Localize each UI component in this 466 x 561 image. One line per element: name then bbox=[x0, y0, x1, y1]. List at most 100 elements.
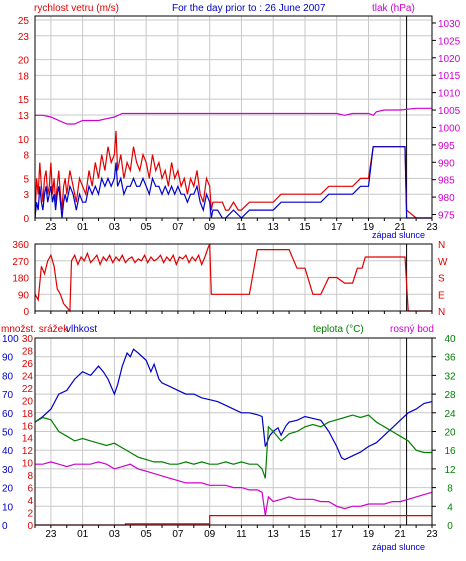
humidity-tick-label: 100 bbox=[2, 334, 19, 345]
humidity-temperature-panel: 0102030405060708090100024681012141618202… bbox=[2, 334, 456, 540]
x-tick-label: 05 bbox=[141, 222, 153, 233]
temperature-tick-label: 36 bbox=[444, 353, 456, 364]
chart-title: For the day prior to : 26 June 2007 bbox=[172, 3, 326, 14]
direction-label: E bbox=[438, 290, 445, 301]
precip-tick-label: 22 bbox=[22, 384, 34, 395]
humidity-tick-label: 0 bbox=[2, 521, 8, 532]
temperature-tick-label: 24 bbox=[444, 409, 456, 420]
y-right-tick-label: 975 bbox=[438, 211, 455, 222]
humidity-tick-label: 70 bbox=[2, 390, 14, 401]
x-tick-label: 23 bbox=[426, 222, 438, 233]
precip-tick-label: 6 bbox=[27, 484, 33, 495]
x-tick-label: 01 bbox=[77, 222, 89, 233]
y-right-tick-label: 1015 bbox=[438, 71, 461, 82]
x-tick-label: 21 bbox=[395, 529, 407, 540]
precip-tick-label: 16 bbox=[22, 421, 34, 432]
y-tick-label: 13 bbox=[18, 111, 30, 122]
series-line-wind-direction bbox=[34, 243, 432, 313]
y-tick-label: 25 bbox=[18, 16, 30, 27]
pressure-axis-title: tlak (hPa) bbox=[372, 3, 415, 14]
precip-tick-label: 12 bbox=[22, 446, 34, 457]
temperature-tick-label: 4 bbox=[447, 502, 453, 513]
y-tick-label: 3 bbox=[23, 190, 29, 201]
y-tick-label: 15 bbox=[18, 95, 30, 106]
x-tick-label: 19 bbox=[363, 222, 375, 233]
y-tick-label: 90 bbox=[18, 290, 30, 301]
x-tick-label: 05 bbox=[141, 529, 153, 540]
precip-tick-label: 24 bbox=[22, 371, 34, 382]
x-tick-label: 23 bbox=[45, 529, 57, 540]
x-tick-label: 07 bbox=[172, 222, 184, 233]
x-tick-label: 11 bbox=[236, 222, 247, 233]
series-line-rychlost-větru bbox=[34, 146, 432, 219]
precip-tick-label: 10 bbox=[22, 459, 34, 470]
dewpoint-axis-title: rosný bod bbox=[390, 324, 434, 335]
series-line-nárazy-větru bbox=[34, 130, 432, 219]
y-right-tick-label: 980 bbox=[438, 193, 455, 204]
precip-tick-label: 14 bbox=[22, 434, 34, 445]
y-right-tick-label: 1000 bbox=[438, 123, 461, 134]
temperature-tick-label: 20 bbox=[444, 428, 456, 439]
precip-tick-label: 28 bbox=[22, 346, 34, 357]
precip-axis-title: množst. srážek bbox=[1, 324, 69, 335]
y-right-tick-label: 990 bbox=[438, 158, 455, 169]
humidity-tick-label: 80 bbox=[2, 371, 14, 382]
temperature-tick-label: 40 bbox=[444, 334, 456, 345]
humidity-axis-title: vlhkost bbox=[66, 324, 97, 335]
plot-border bbox=[34, 15, 433, 219]
y-right-tick-label: 1010 bbox=[438, 89, 461, 100]
x-tick-label: 09 bbox=[204, 222, 216, 233]
y-right-tick-label: 985 bbox=[438, 176, 455, 187]
y-tick-label: 8 bbox=[23, 151, 29, 162]
y-right-tick-label: 1005 bbox=[438, 106, 461, 117]
wind-direction-panel: 0 N 90 E 180 S 270 W 360 N bbox=[12, 240, 448, 318]
precip-tick-label: 18 bbox=[22, 409, 34, 420]
x-tick-label: 03 bbox=[109, 529, 121, 540]
x-tick-label: 19 bbox=[363, 529, 375, 540]
wind-axis-title: rychlost vetru (m/s) bbox=[34, 3, 119, 14]
x-tick-label: 11 bbox=[236, 529, 247, 540]
series-line-rosný-bod bbox=[35, 461, 433, 516]
y-tick-label: 18 bbox=[18, 71, 30, 82]
y-tick-label: 360 bbox=[12, 240, 29, 251]
humidity-tick-label: 30 bbox=[2, 465, 14, 476]
precip-tick-label: 8 bbox=[27, 471, 33, 482]
y-tick-label: 0 bbox=[23, 307, 29, 318]
plot-border bbox=[34, 243, 433, 312]
y-tick-label: 180 bbox=[12, 274, 29, 285]
humidity-tick-label: 20 bbox=[2, 484, 14, 495]
x-tick-label: 03 bbox=[109, 222, 121, 233]
temperature-tick-label: 8 bbox=[447, 484, 453, 495]
plot-frame bbox=[34, 15, 433, 219]
direction-label: N bbox=[438, 240, 445, 251]
series-line-tlak bbox=[35, 107, 432, 125]
y-tick-label: 0 bbox=[23, 214, 29, 225]
y-right-tick-label: 995 bbox=[438, 141, 455, 152]
x-tick-label: 17 bbox=[331, 222, 343, 233]
humidity-tick-label: 60 bbox=[2, 409, 14, 420]
y-right-tick-label: 1030 bbox=[438, 19, 461, 30]
y-tick-label: 20 bbox=[18, 56, 30, 67]
x-tick-label: 15 bbox=[299, 529, 311, 540]
temperature-axis-title: teplota (°C) bbox=[313, 324, 364, 335]
precip-tick-label: 26 bbox=[22, 359, 34, 370]
precip-tick-label: 0 bbox=[27, 521, 33, 532]
temperature-tick-label: 28 bbox=[444, 390, 456, 401]
precip-tick-label: 30 bbox=[22, 334, 34, 345]
sunset-label-bottom: západ slunce bbox=[372, 542, 425, 552]
y-tick-label: 23 bbox=[18, 32, 30, 43]
y-right-tick-label: 1025 bbox=[438, 36, 461, 47]
humidity-tick-label: 40 bbox=[2, 446, 14, 457]
humidity-tick-label: 90 bbox=[2, 353, 14, 364]
humidity-tick-label: 10 bbox=[2, 502, 14, 513]
x-tick-label: 17 bbox=[331, 529, 343, 540]
x-tick-label: 23 bbox=[45, 222, 57, 233]
temperature-tick-label: 32 bbox=[444, 371, 456, 382]
series-line-teplota bbox=[34, 414, 432, 479]
temperature-tick-label: 0 bbox=[447, 521, 453, 532]
direction-label: S bbox=[438, 274, 445, 285]
series-line-vlhkost bbox=[34, 348, 433, 461]
x-tick-label: 21 bbox=[395, 222, 407, 233]
